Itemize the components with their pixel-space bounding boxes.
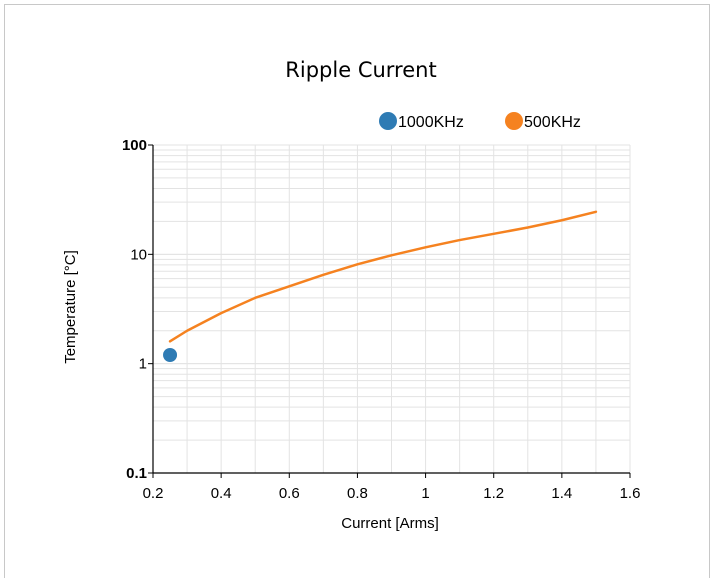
data-point-1000KHz	[163, 348, 178, 363]
x-axis-ticks: 0.2 0.4 0.6 0.8 1 1.2 1.4 1.6	[143, 473, 641, 502]
legend-swatch-1000KHz	[379, 112, 397, 130]
y-tick-label: 100	[122, 137, 147, 154]
x-tick-label: 1.4	[551, 485, 572, 502]
legend-label-500KHz: 500KHz	[524, 114, 581, 131]
x-tick-label: 1.2	[483, 485, 504, 502]
series-layer	[163, 210, 598, 363]
legend-swatch-500KHz	[505, 112, 523, 130]
y-tick-label: 1	[139, 356, 147, 373]
x-tick-label: 0.2	[143, 485, 164, 502]
y-tick-label: 0.1	[126, 465, 147, 482]
x-tick-label: 0.6	[279, 485, 300, 502]
x-tick-label: 0.4	[211, 485, 232, 502]
x-tick-label: 1.6	[620, 485, 641, 502]
legend: 1000KHz 500KHz	[379, 112, 581, 131]
y-tick-label: 10	[130, 246, 147, 263]
plot-grid	[152, 144, 631, 474]
chart-title: Ripple Current	[285, 58, 436, 82]
legend-label-1000KHz: 1000KHz	[398, 114, 464, 131]
x-tick-label: 1	[421, 485, 429, 502]
x-tick-label: 0.8	[347, 485, 368, 502]
x-axis-label: Current [Arms]	[341, 515, 439, 532]
y-axis-ticks: 0.1 1 10 100	[122, 137, 153, 482]
plot-axes	[152, 145, 630, 474]
series-line-500KHz	[168, 210, 598, 343]
y-axis-label: Temperature [°C]	[62, 250, 79, 364]
